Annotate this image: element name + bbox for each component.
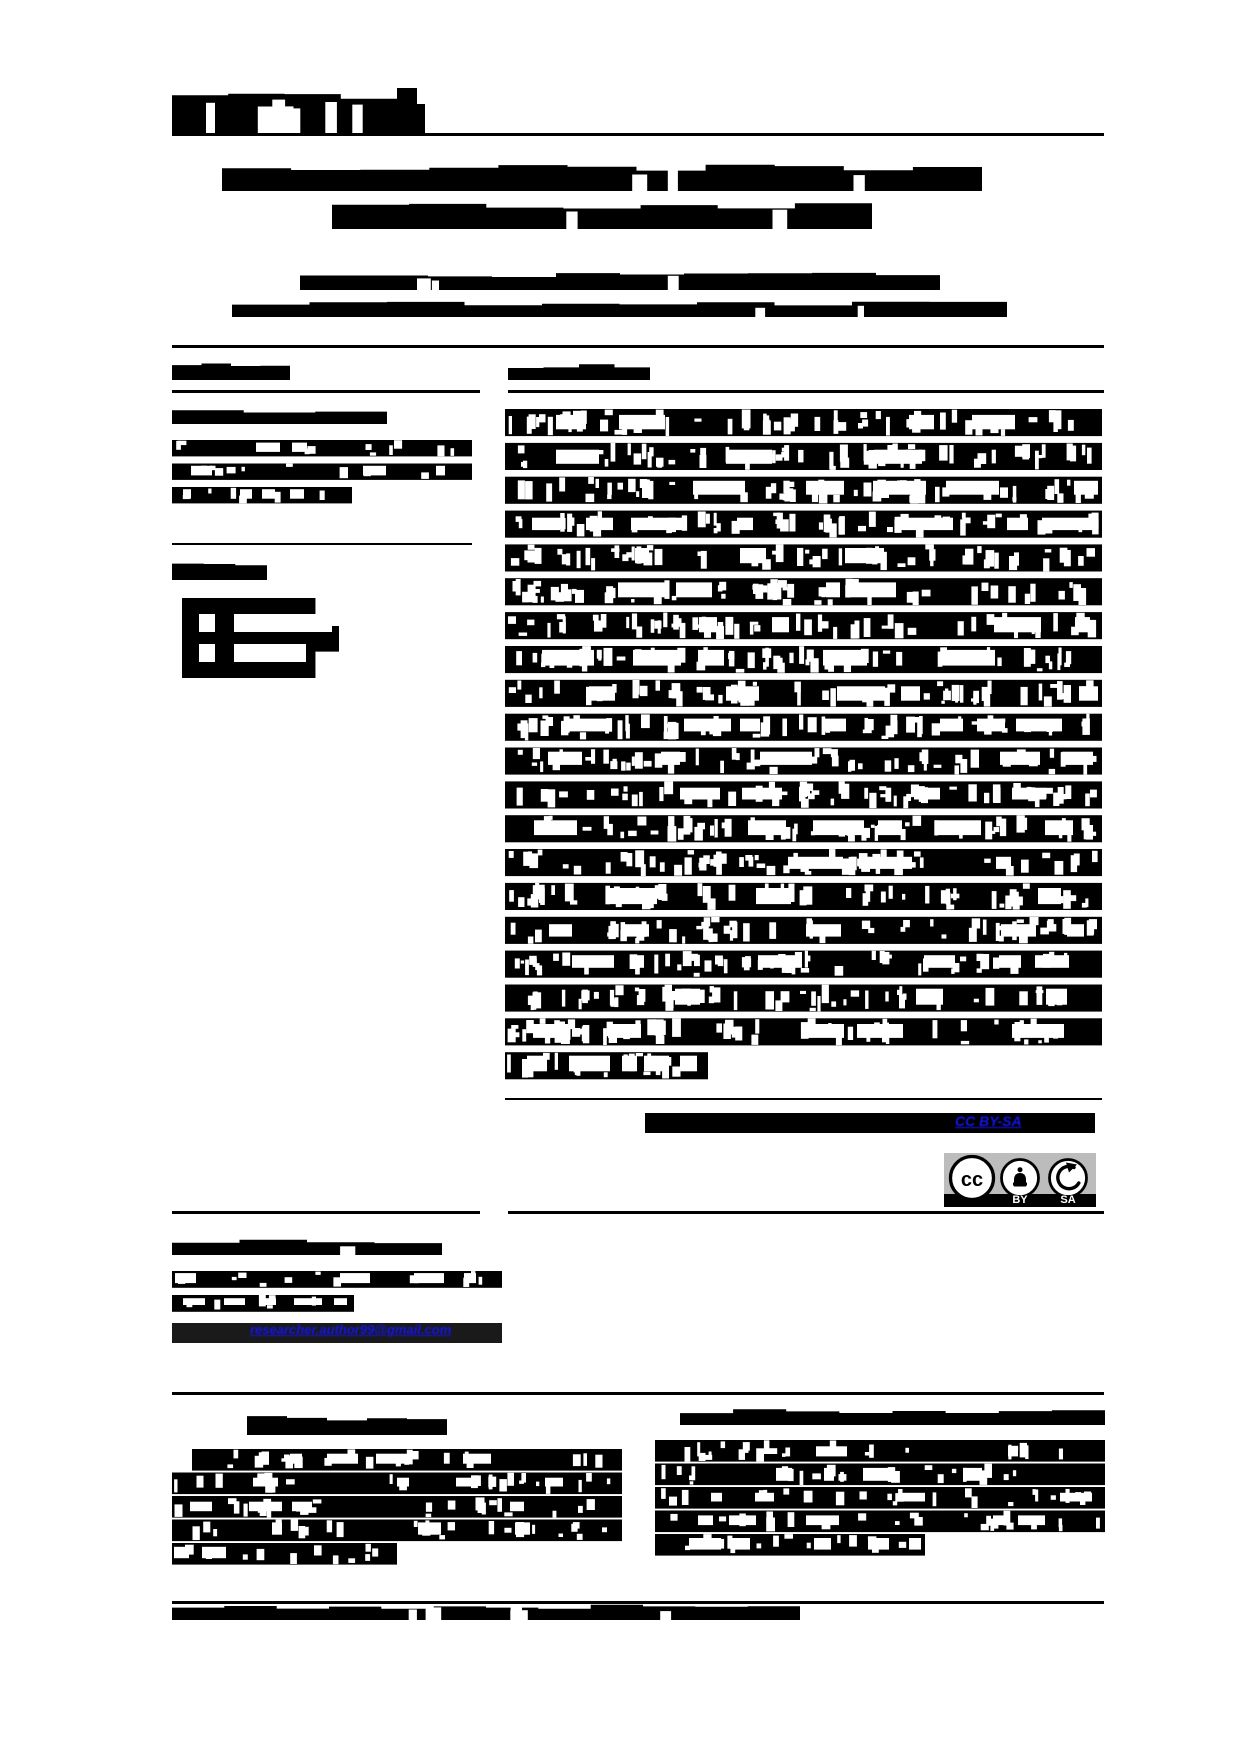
svg-text:cc: cc [961,1169,983,1191]
svg-text:SA: SA [1060,1194,1075,1206]
svg-text:BY: BY [1012,1194,1028,1206]
